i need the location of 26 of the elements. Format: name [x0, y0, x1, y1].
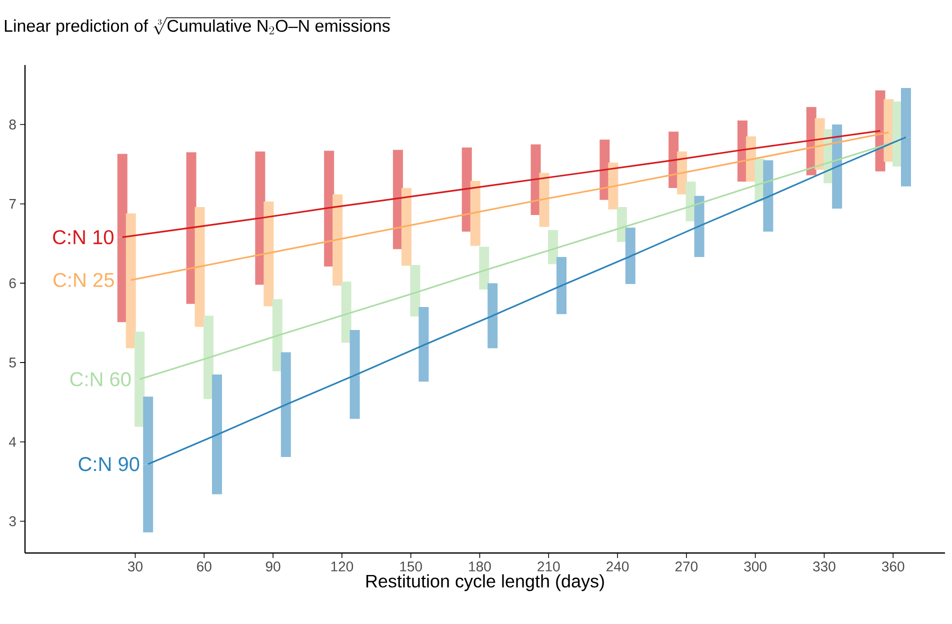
x-tick-label: 240: [606, 562, 629, 572]
chart-title: $\text{Linear prediction of }\sqrt[3]{\text{Cumulative N}_{2}\text{O–N emissions}}$: [4, 17, 390, 36]
series-label: C:N 10: [53, 230, 114, 244]
y-tick-label: 7: [9, 199, 16, 209]
line-series: [147, 136, 907, 465]
series-label: C:N 90: [78, 457, 140, 472]
y-tick-label: 8: [9, 120, 16, 130]
x-tick-label: 210: [538, 562, 560, 572]
x-tick-label: 330: [813, 562, 836, 572]
x-tick-label: 270: [675, 562, 698, 572]
series-label: C:N 60: [70, 372, 131, 386]
x-tick-label: 180: [469, 562, 491, 572]
y-tick-label: 3: [9, 516, 16, 526]
x-axis-title: Restitution cycle length (days): [366, 574, 604, 592]
y-tick-label: 6: [9, 278, 16, 288]
x-tick-label: 360: [882, 562, 904, 572]
y-tick-label: 4: [8, 437, 16, 447]
x-tick-label: 90: [266, 562, 280, 572]
x-tick-label: 300: [744, 562, 766, 572]
x-tick-label: 150: [400, 562, 422, 572]
x-tick-label: 30: [128, 562, 142, 572]
x-tick-label: 120: [331, 562, 354, 572]
y-tick-label: 5: [9, 358, 16, 368]
line-series: [130, 132, 890, 281]
x-tick-label: 60: [197, 562, 212, 572]
series-label: C:N 25: [54, 272, 114, 288]
